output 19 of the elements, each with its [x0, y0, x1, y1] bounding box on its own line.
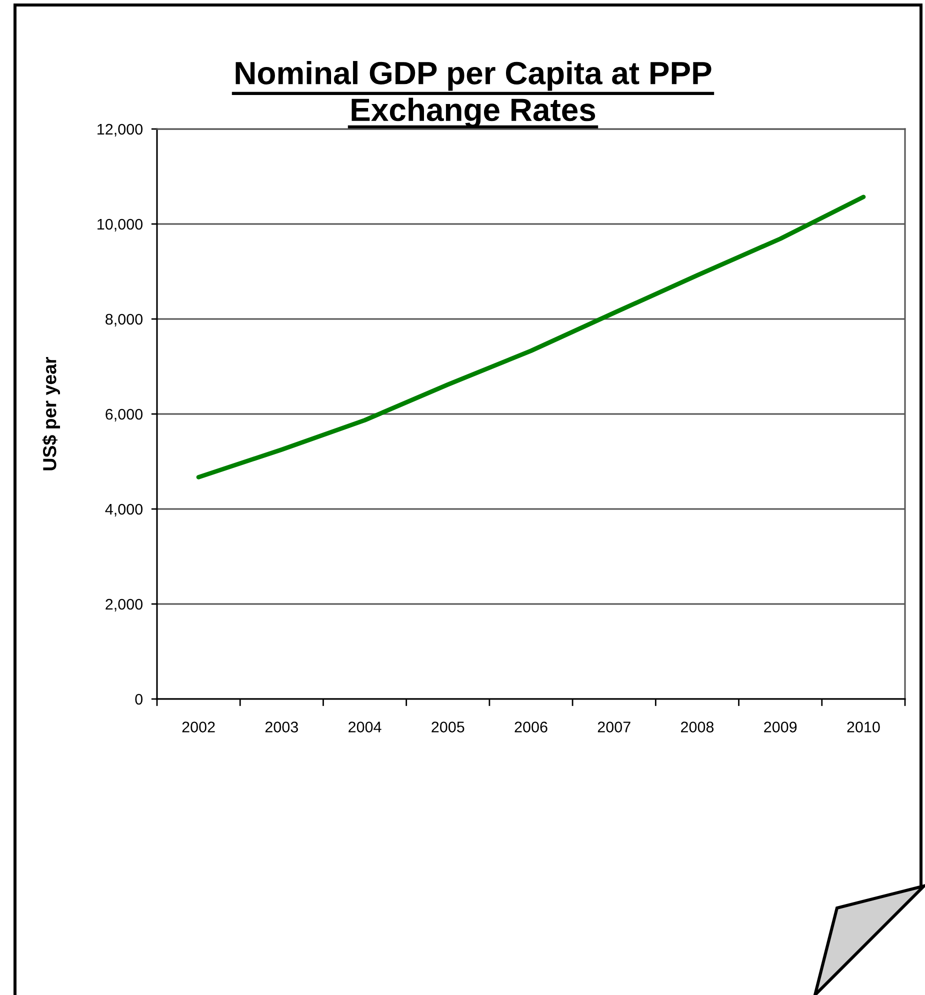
- x-tick-label: 2004: [348, 722, 382, 732]
- y-tick-label: 12,000: [98, 124, 143, 136]
- x-tick-label: 2009: [764, 722, 797, 732]
- y-tick-label: 0: [135, 694, 143, 705]
- y-tick-label: 2,000: [106, 598, 143, 612]
- line-series: [196, 194, 866, 480]
- y-tick-label: 10,000: [98, 218, 143, 232]
- y-tick-label: 8,000: [106, 314, 143, 326]
- y-tick-label: 4,000: [105, 504, 143, 516]
- x-tick-label: 2005: [432, 722, 464, 732]
- x-tick-label: 2003: [265, 722, 298, 732]
- y-tick-label: 6,000: [106, 408, 143, 422]
- x-tick-label: 2008: [681, 722, 714, 732]
- x-tick-label: 2002: [182, 722, 215, 732]
- y-axis-title: US$ per year: [42, 356, 60, 470]
- x-tick-label: 2007: [598, 722, 630, 732]
- x-tick-label: 2006: [514, 722, 548, 732]
- x-tick-label: 2010: [847, 722, 880, 732]
- chart-title: Nominal GDP per Capita at PPP Exchange Rates: [236, 61, 712, 128]
